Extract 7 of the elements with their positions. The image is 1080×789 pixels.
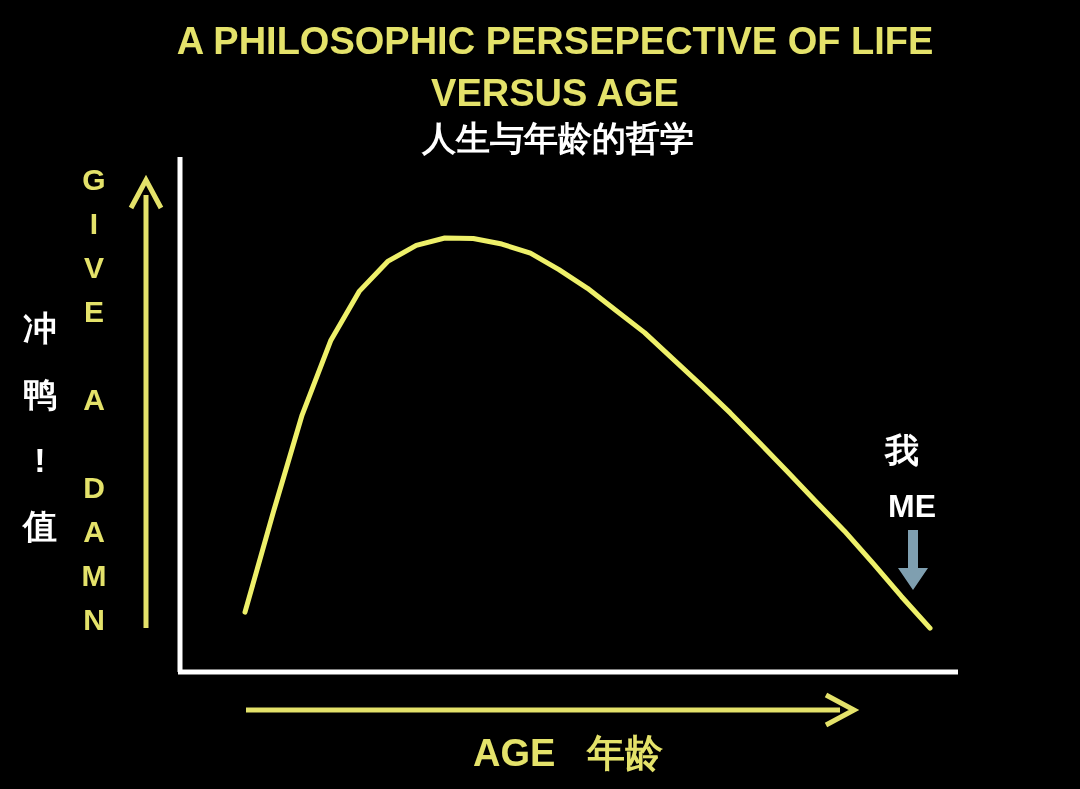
- text: GIVE A DAMN: [81, 163, 107, 636]
- annotation: ME: [888, 488, 936, 524]
- annotation: 我: [884, 431, 919, 469]
- x-axis-title: AGE 年龄: [472, 732, 664, 774]
- chart-subtitle: 人生与年龄的哲学: [421, 119, 694, 157]
- text: 冲鸭!值: [21, 309, 57, 545]
- chart-title: A PHILOSOPHIC PERSEPECTIVE OF LIFE VERSUS AGE: [176, 20, 934, 114]
